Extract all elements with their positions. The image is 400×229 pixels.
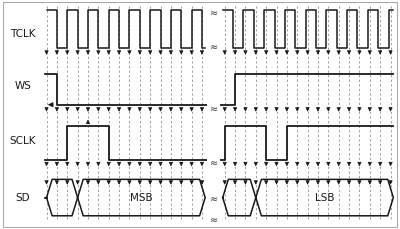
Text: WS: WS xyxy=(14,81,31,91)
Text: $\approx$: $\approx$ xyxy=(208,7,220,17)
Text: $\approx$: $\approx$ xyxy=(208,193,220,203)
Text: $\approx$: $\approx$ xyxy=(208,41,220,51)
Text: SD: SD xyxy=(15,193,30,203)
Text: LSB: LSB xyxy=(315,193,334,203)
Text: $\approx$: $\approx$ xyxy=(208,157,220,167)
Text: $\approx$: $\approx$ xyxy=(208,214,220,224)
Text: MSB: MSB xyxy=(130,193,153,203)
Text: $\approx$: $\approx$ xyxy=(208,103,220,113)
Text: SCLK: SCLK xyxy=(9,136,36,146)
Text: TCLK: TCLK xyxy=(10,29,35,39)
